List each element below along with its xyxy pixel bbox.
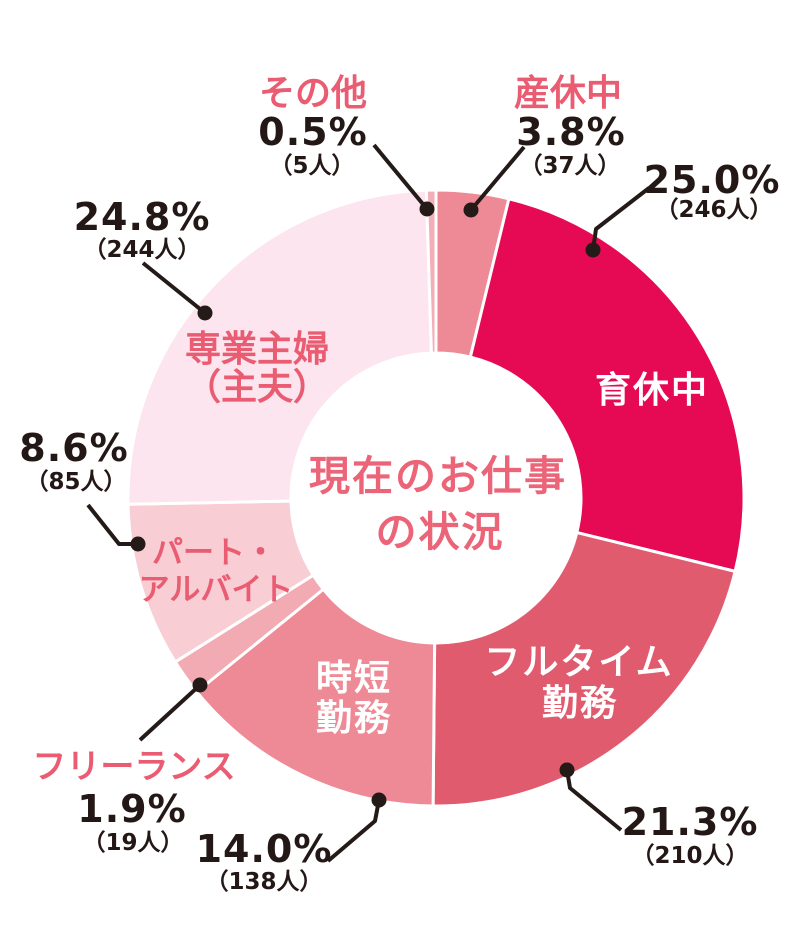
donut-segment-7 bbox=[424, 188, 438, 355]
callout-percent-jitan: 14.0% bbox=[195, 827, 333, 871]
leader-dot-6 bbox=[371, 792, 387, 808]
segment-label-shufu-line1: 専業主婦 bbox=[184, 329, 330, 370]
leader-line-0 bbox=[372, 143, 429, 211]
segment-label-jitan-line1: 時短 bbox=[315, 658, 393, 699]
leader-line-3 bbox=[141, 261, 207, 315]
callout-count-freelance: （19人） bbox=[82, 830, 184, 856]
leader-dot-1 bbox=[463, 202, 479, 218]
segment-label-ikukyuu: 育休中 bbox=[594, 370, 710, 411]
callout-count-fulltime: （210人） bbox=[631, 843, 749, 869]
leader-dot-2 bbox=[585, 242, 601, 258]
callout-percent-ikukyuu: 25.0% bbox=[643, 158, 781, 202]
segment-label-jitan-line2: 勤務 bbox=[315, 698, 393, 739]
callout-label-sankyuu: 産休中 bbox=[513, 73, 623, 114]
callout-label-freelance: フリーランス bbox=[32, 747, 236, 787]
segment-label-shufu-line2: （主夫） bbox=[184, 367, 330, 408]
leader-dot-0 bbox=[419, 201, 435, 217]
leader-dot-7 bbox=[559, 762, 575, 778]
chart-center-title-line1: 現在のお仕事 bbox=[309, 452, 567, 500]
callout-percent-sankyuu: 3.8% bbox=[516, 110, 626, 154]
callout-count-ikukyuu: （246人） bbox=[655, 197, 773, 223]
callout-count-sankyuu: （37人） bbox=[519, 153, 621, 179]
leader-line-6 bbox=[326, 799, 381, 863]
segment-label-part-line1: パート・ bbox=[152, 535, 276, 571]
callout-count-part: （85人） bbox=[25, 469, 127, 495]
donut-segment-2 bbox=[431, 531, 737, 808]
leader-line-1 bbox=[469, 145, 526, 212]
callout-count-jitan: （138人） bbox=[205, 869, 323, 895]
leader-line-5 bbox=[138, 683, 202, 742]
segment-label-fulltime-line2: 勤務 bbox=[541, 683, 619, 724]
leader-dot-3 bbox=[197, 305, 213, 321]
callout-percent-shufu: 24.8% bbox=[73, 195, 211, 239]
callout-percent-freelance: 1.9% bbox=[77, 787, 187, 831]
segment-label-fulltime-line1: フルタイム bbox=[484, 642, 674, 683]
callout-count-sonota: （5人） bbox=[269, 153, 355, 179]
callout-percent-sonota: 0.5% bbox=[258, 110, 368, 154]
callout-percent-part: 8.6% bbox=[19, 426, 129, 470]
callout-count-shufu: （244人） bbox=[83, 237, 201, 263]
segment-label-part-line2: アルバイト bbox=[138, 572, 294, 608]
leader-line-7 bbox=[565, 769, 623, 832]
leader-dot-5 bbox=[192, 677, 208, 693]
callout-label-sonota: その他 bbox=[258, 73, 368, 114]
donut-segment-3 bbox=[195, 587, 437, 808]
donut-segment-6 bbox=[126, 188, 433, 506]
leader-dot-4 bbox=[130, 536, 146, 552]
callout-percent-fulltime: 21.3% bbox=[621, 800, 759, 844]
chart-center-title-line2: の状況 bbox=[375, 508, 505, 556]
donut-segment-1 bbox=[468, 197, 746, 573]
